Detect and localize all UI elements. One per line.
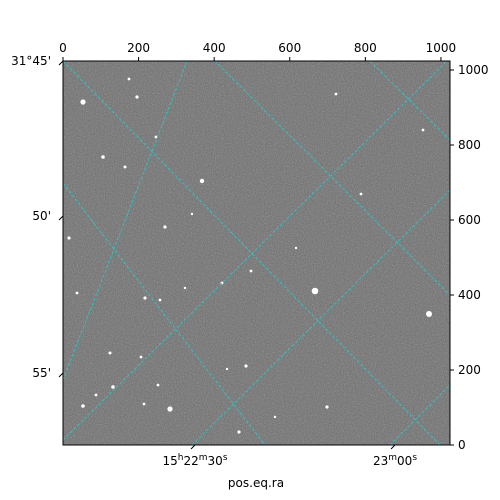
- bottom-tick-label: 15h22m30s: [162, 453, 227, 468]
- star: [325, 405, 329, 409]
- star: [75, 291, 79, 295]
- image-panel: [63, 61, 450, 445]
- star: [237, 430, 241, 434]
- right-tick-label: 400: [458, 288, 481, 302]
- star: [294, 246, 298, 250]
- star: [135, 95, 139, 99]
- grid-line-dec: [63, 61, 448, 441]
- left-tick-mark: [58, 60, 64, 66]
- bottom-tick-label: 23m00s: [373, 453, 417, 468]
- star: [359, 192, 363, 196]
- star: [183, 286, 187, 290]
- bottom-tick-mark: [190, 444, 196, 450]
- right-tick-label: 1000: [458, 63, 489, 77]
- left-tick-mark: [58, 215, 64, 221]
- top-tick-label: 400: [203, 41, 226, 55]
- left-tick-label: 50': [32, 209, 51, 223]
- star: [108, 351, 112, 355]
- right-tick-label: 0: [458, 438, 466, 452]
- star: [199, 178, 205, 184]
- star: [101, 155, 105, 159]
- left-tick-mark: [58, 372, 64, 378]
- star: [139, 355, 143, 359]
- star-layer: [67, 77, 432, 434]
- star: [154, 135, 158, 139]
- star: [249, 269, 253, 273]
- star: [80, 99, 86, 105]
- right-tick-label: 800: [458, 138, 481, 152]
- left-tick-label: 31°45': [11, 54, 51, 68]
- star: [163, 225, 167, 229]
- star: [334, 92, 338, 96]
- x-axis-title: pos.eq.ra: [228, 476, 284, 490]
- star: [143, 296, 147, 300]
- grid-line-dec: [389, 384, 450, 445]
- star: [142, 402, 146, 406]
- top-tick-label: 800: [354, 41, 377, 55]
- right-tick-label: 200: [458, 363, 481, 377]
- right-pixel-axis: 0 200 400 600 800 1000: [450, 63, 489, 452]
- left-world-axis: 31°45' 50' 55': [11, 54, 64, 380]
- bottom-tick-mark: [390, 444, 396, 450]
- coordinate-grid: [63, 61, 450, 445]
- grid-line-ra: [63, 182, 266, 445]
- star: [123, 165, 127, 169]
- star: [421, 128, 425, 132]
- grid-line-ra: [214, 61, 450, 296]
- bottom-world-axis: 15h22m30s 23m00s: [162, 444, 417, 468]
- star: [167, 406, 173, 412]
- top-pixel-axis: 0 200 400 600 800 1000: [59, 41, 456, 61]
- top-tick-label: 1000: [426, 41, 457, 55]
- star: [225, 367, 229, 371]
- left-tick-label: 55': [32, 366, 51, 380]
- star: [426, 311, 432, 317]
- grid-line-ra: [369, 61, 450, 141]
- star: [94, 393, 98, 397]
- grid-line-dec: [63, 61, 188, 381]
- star: [244, 364, 248, 368]
- star: [127, 77, 131, 81]
- plot-frame: [62, 60, 451, 446]
- star: [273, 415, 277, 419]
- star: [156, 383, 160, 387]
- star: [67, 236, 71, 240]
- grid-line-dec: [191, 189, 450, 445]
- right-tick-label: 600: [458, 213, 481, 227]
- top-tick-label: 200: [127, 41, 150, 55]
- star: [190, 212, 194, 216]
- top-tick-label: 0: [59, 41, 67, 55]
- star: [311, 287, 319, 295]
- sky-noise: [63, 61, 450, 445]
- star: [158, 298, 162, 302]
- star: [81, 404, 85, 408]
- top-tick-label: 600: [278, 41, 301, 55]
- star: [111, 385, 115, 389]
